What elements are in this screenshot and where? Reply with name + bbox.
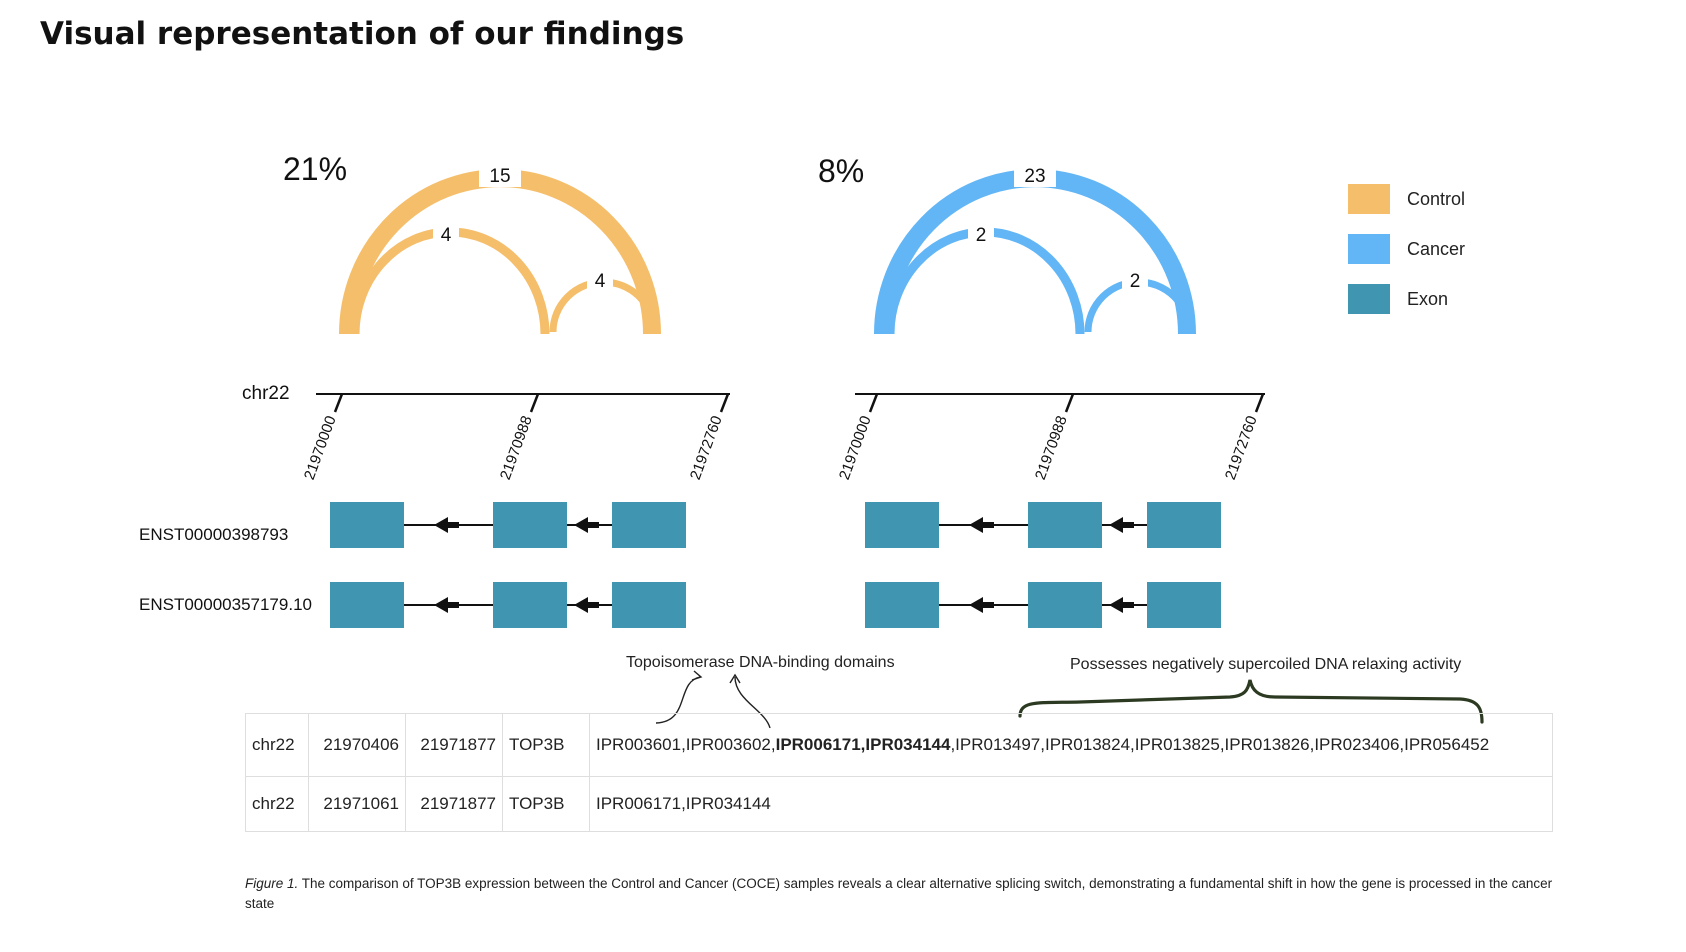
strand-arrow — [1109, 517, 1123, 533]
transcript-label: ENST00000357179.10 — [139, 595, 312, 614]
legend-label: Cancer — [1407, 238, 1466, 259]
ipr-table: chr22 21970406 21971877 TOP3B IPR003601,… — [245, 713, 1553, 832]
activity-annotation: Possesses negatively supercoiled DNA rel… — [1070, 656, 1462, 673]
exon-box — [612, 582, 686, 628]
axis-tick — [333, 393, 344, 413]
junction-label-bg — [587, 266, 613, 292]
table-row: chr22 21970406 21971877 TOP3B IPR003601,… — [245, 713, 1553, 777]
exon-box — [493, 502, 567, 548]
junction-count: 2 — [1130, 271, 1141, 292]
axis-tick-label: 21972760 — [687, 414, 726, 483]
domains-annotation: Topoisomerase DNA-binding domains — [626, 654, 895, 671]
junction-label-bg — [433, 220, 459, 246]
strand-arrow — [434, 517, 448, 533]
junction-count: 2 — [976, 225, 987, 246]
exon-box — [330, 502, 404, 548]
junction-count: 4 — [595, 271, 606, 292]
page-title: Visual representation of our findings — [40, 16, 685, 52]
exon-box — [1147, 582, 1221, 628]
axis-tick — [529, 393, 540, 413]
ipr-highlight: IPR006171,IPR034144 — [775, 735, 951, 754]
percent-label: 21% — [283, 151, 347, 187]
junction-label-bg — [1014, 161, 1056, 187]
legend-item-control: Control — [1348, 174, 1465, 224]
cell-gene: TOP3B — [502, 776, 590, 832]
cell-ipr: IPR003601,IPR003602,IPR006171,IPR034144,… — [589, 713, 1553, 777]
exon-box — [1028, 502, 1102, 548]
junction-count: 15 — [489, 166, 510, 187]
axis-tick-label: 21972760 — [1222, 414, 1261, 483]
strand-arrow — [1109, 597, 1123, 613]
cell-chrom: chr22 — [245, 776, 309, 832]
strand-arrow — [969, 597, 983, 613]
axis-tick-label: 21970988 — [497, 414, 536, 483]
strand-arrow-shaft — [1121, 522, 1134, 528]
cell-end: 21971877 — [405, 713, 503, 777]
legend-label: Control — [1407, 188, 1466, 209]
junction-count: 23 — [1024, 166, 1045, 187]
strand-arrow-shaft — [446, 522, 459, 528]
exon-box — [1028, 582, 1102, 628]
transcript-label: ENST00000398793 — [139, 525, 289, 544]
strand-arrow — [574, 517, 588, 533]
legend-item-cancer: Cancer — [1348, 224, 1465, 274]
cell-chrom: chr22 — [245, 713, 309, 777]
strand-arrow-shaft — [446, 602, 459, 608]
exon-box — [865, 502, 939, 548]
axis-tick-label: 21970000 — [836, 414, 875, 483]
strand-arrow — [574, 597, 588, 613]
legend-swatch-cancer — [1348, 234, 1390, 264]
table-row: chr22 21971061 21971877 TOP3B IPR006171,… — [245, 776, 1553, 832]
axis-tick — [1254, 393, 1265, 413]
strand-arrow-shaft — [586, 602, 599, 608]
exon-box — [865, 582, 939, 628]
percent-label: 8% — [818, 153, 864, 189]
legend-swatch-control — [1348, 184, 1390, 214]
annotation-arrowhead — [691, 670, 703, 681]
legend-item-exon: Exon — [1348, 274, 1465, 324]
junction-count: 4 — [441, 225, 452, 246]
legend-swatch-exon — [1348, 284, 1390, 314]
exon-box — [1147, 502, 1221, 548]
axis-tick — [719, 393, 730, 413]
ipr-list: IPR006171,IPR034144 — [596, 794, 771, 813]
axis-chrom-label: chr22 — [242, 383, 290, 404]
legend-label: Exon — [1407, 288, 1449, 309]
sashimi-panel: 21% 15 4 4 21970000 21970988 21972760 chr22 — [242, 151, 730, 628]
caption-text: The comparison of TOP3B expression betwe… — [245, 876, 1553, 911]
exon-box — [612, 502, 686, 548]
cell-gene: TOP3B — [502, 713, 590, 777]
axis-tick-label: 21970000 — [301, 414, 340, 483]
strand-arrow — [969, 517, 983, 533]
ipr-list: IPR003601,IPR003602, — [596, 735, 776, 754]
cell-start: 21970406 — [308, 713, 406, 777]
brace — [1018, 679, 1484, 724]
figure-caption: Figure 1. The comparison of TOP3B expres… — [245, 874, 1555, 914]
strand-arrow-shaft — [1121, 602, 1134, 608]
strand-arrow-shaft — [981, 602, 994, 608]
exon-box — [493, 582, 567, 628]
strand-arrow-shaft — [586, 522, 599, 528]
cell-ipr: IPR006171,IPR034144 — [589, 776, 1553, 832]
junction-label-bg — [479, 161, 521, 187]
strand-arrow-shaft — [981, 522, 994, 528]
junction-label-bg — [1122, 266, 1148, 292]
sashimi-panel: 8% 23 2 2 21970000 21970988 21972760 — [818, 153, 1265, 628]
caption-label: Figure 1. — [245, 876, 299, 891]
exon-box — [330, 582, 404, 628]
strand-arrow — [434, 597, 448, 613]
junction-label-bg — [968, 220, 994, 246]
annotation-arrowhead — [729, 673, 741, 684]
legend: Control Cancer Exon — [1348, 174, 1465, 324]
cell-end: 21971877 — [405, 776, 503, 832]
axis-tick-label: 21970988 — [1032, 414, 1071, 483]
axis-tick — [868, 393, 879, 413]
cell-start: 21971061 — [308, 776, 406, 832]
axis-tick — [1064, 393, 1075, 413]
ipr-list: ,IPR013497,IPR013824,IPR013825,IPR013826… — [950, 735, 1490, 754]
